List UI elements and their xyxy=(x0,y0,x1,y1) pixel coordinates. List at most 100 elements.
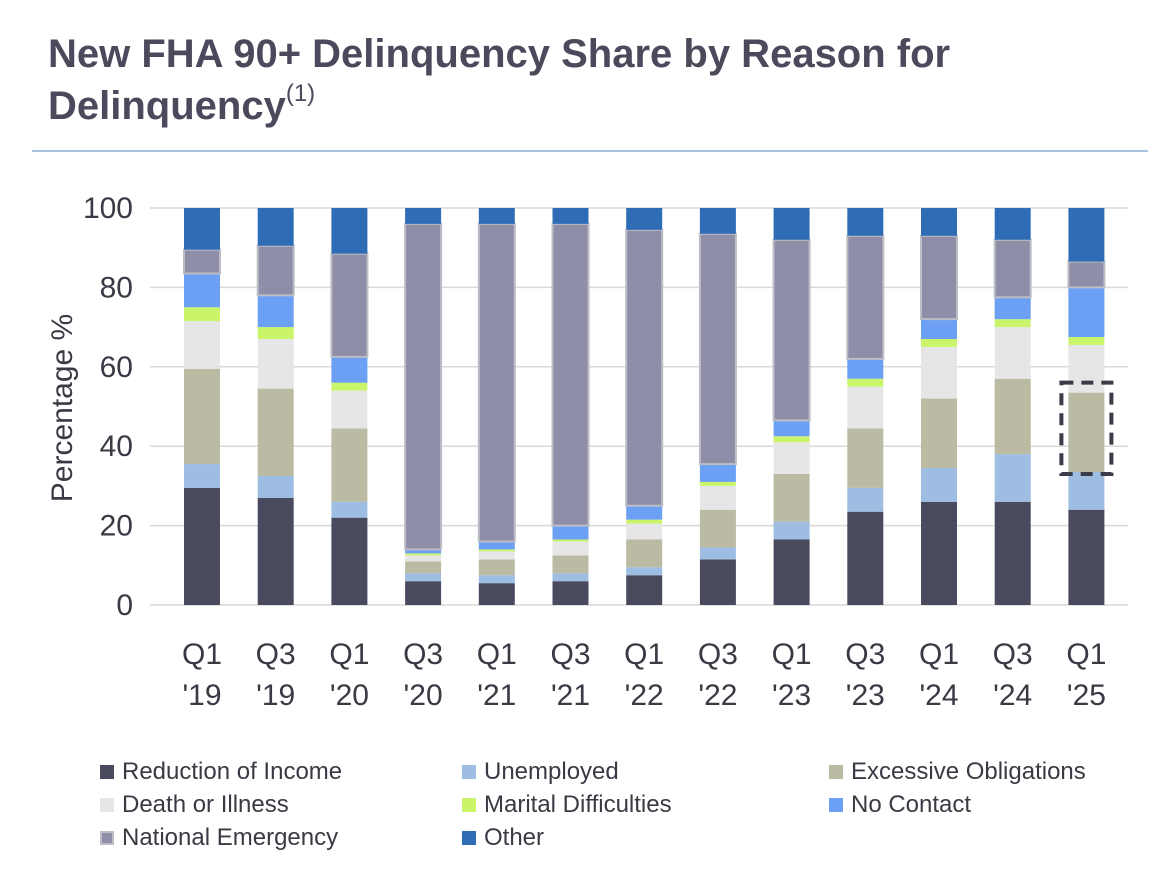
bar-segment xyxy=(773,539,810,605)
bar-segment xyxy=(1068,208,1105,262)
bar-segment xyxy=(847,208,884,236)
bar-segment xyxy=(626,523,663,540)
legend-label: Excessive Obligations xyxy=(851,758,1086,785)
x-tick-label: Q1 xyxy=(919,638,959,671)
legend-item: Unemployed xyxy=(462,758,619,786)
x-tick-label: '21 xyxy=(477,679,516,712)
bar-segment xyxy=(994,378,1031,455)
bar-segment xyxy=(184,208,220,250)
legend-swatch xyxy=(829,765,843,779)
bar-segment xyxy=(552,581,589,605)
bar-segment xyxy=(698,232,737,466)
bar-segment xyxy=(773,208,810,240)
legend-swatch xyxy=(100,765,114,779)
bar-segment xyxy=(626,575,663,605)
bar-segment xyxy=(331,390,368,429)
legend-label: Reduction of Income xyxy=(122,758,343,785)
x-tick-label: Q3 xyxy=(845,638,885,671)
bar-segment xyxy=(699,509,736,548)
x-tick-label: '19 xyxy=(256,679,295,712)
bar-segment xyxy=(551,222,590,527)
bar-segment xyxy=(994,501,1031,605)
bar-segment xyxy=(257,497,294,605)
bar-segment xyxy=(993,238,1032,299)
bar-segment xyxy=(626,519,663,524)
bar-segment xyxy=(625,228,664,507)
bar-segment xyxy=(921,319,957,340)
legend-label: Other xyxy=(484,824,545,851)
x-tick-label: '19 xyxy=(182,679,221,712)
bar-segment xyxy=(773,420,810,437)
title-divider xyxy=(32,150,1148,152)
x-tick-label: '20 xyxy=(330,679,369,712)
bar-segment xyxy=(184,487,220,605)
bar-segment xyxy=(183,248,221,275)
bar-segment xyxy=(994,327,1031,379)
bar-segment xyxy=(994,208,1031,240)
bar-segment xyxy=(552,525,589,540)
legend-label: No Contact xyxy=(851,791,972,818)
bar-segment xyxy=(1068,509,1105,605)
bar-segment xyxy=(699,547,736,560)
highlight-dashed-box xyxy=(1059,380,1114,476)
bar-segment xyxy=(405,555,442,562)
bar-segment xyxy=(994,297,1031,320)
bar-segment xyxy=(847,511,884,605)
bar-segment xyxy=(552,208,589,224)
bar-segment xyxy=(184,368,220,465)
y-tick-label: 60 xyxy=(100,351,133,384)
x-tick-label: '22 xyxy=(698,679,737,712)
bar-segment xyxy=(994,454,1031,502)
legend-label: Unemployed xyxy=(484,758,619,785)
bar-segment xyxy=(405,581,442,605)
y-axis-label: Percentage % xyxy=(46,314,79,502)
y-tick-label: 40 xyxy=(100,430,133,463)
bar-segment xyxy=(1068,287,1105,338)
bar-segment xyxy=(847,386,884,429)
x-tick-label: Q3 xyxy=(698,638,738,671)
bar-segment xyxy=(699,208,736,234)
bar-segment xyxy=(331,501,368,518)
x-tick-label: '24 xyxy=(993,679,1032,712)
bar-segment xyxy=(478,541,515,550)
bar-segment xyxy=(331,428,368,502)
bar-segment xyxy=(772,238,811,422)
x-tick-label: Q1 xyxy=(772,638,812,671)
chart-legend: Reduction of Income Unemployed Excessive O… xyxy=(100,758,1150,868)
bar-segment xyxy=(626,539,663,568)
x-tick-label: Q3 xyxy=(256,638,296,671)
bar-segment xyxy=(626,505,663,520)
bar-segment xyxy=(184,273,220,308)
x-tick-label: '21 xyxy=(551,679,590,712)
bar-segment xyxy=(921,468,957,502)
legend-swatch xyxy=(829,798,843,812)
bar-segment xyxy=(257,208,294,246)
bar-segment xyxy=(699,559,736,605)
bar-segment xyxy=(921,501,957,605)
bar-segment xyxy=(331,382,368,391)
bar-segment xyxy=(921,208,957,236)
legend-item: Excessive Obligations xyxy=(829,758,1086,786)
bar-segment xyxy=(256,244,295,297)
x-tick-label: '23 xyxy=(772,679,811,712)
bar-segment xyxy=(699,464,736,482)
bar-segment xyxy=(478,208,515,224)
bar-segment xyxy=(773,442,810,474)
bar-segment xyxy=(404,222,443,551)
bar-segment xyxy=(552,555,589,574)
bar-segment xyxy=(552,573,589,582)
bar-segment xyxy=(920,234,958,321)
title-footnote: (1) xyxy=(285,80,316,107)
bar-segment xyxy=(184,321,220,369)
x-tick-label: '22 xyxy=(625,679,664,712)
bar-segment xyxy=(331,356,368,383)
x-tick-label: '25 xyxy=(1067,679,1106,712)
bar-segment xyxy=(257,388,294,476)
bar-segment xyxy=(773,473,810,522)
bar-segment xyxy=(699,485,736,510)
legend-label: Death or Illness xyxy=(122,791,289,818)
x-tick-label: Q1 xyxy=(1066,638,1106,671)
bar-segment xyxy=(405,208,442,224)
bar-segment xyxy=(1068,472,1105,510)
bar-segment xyxy=(478,551,515,560)
